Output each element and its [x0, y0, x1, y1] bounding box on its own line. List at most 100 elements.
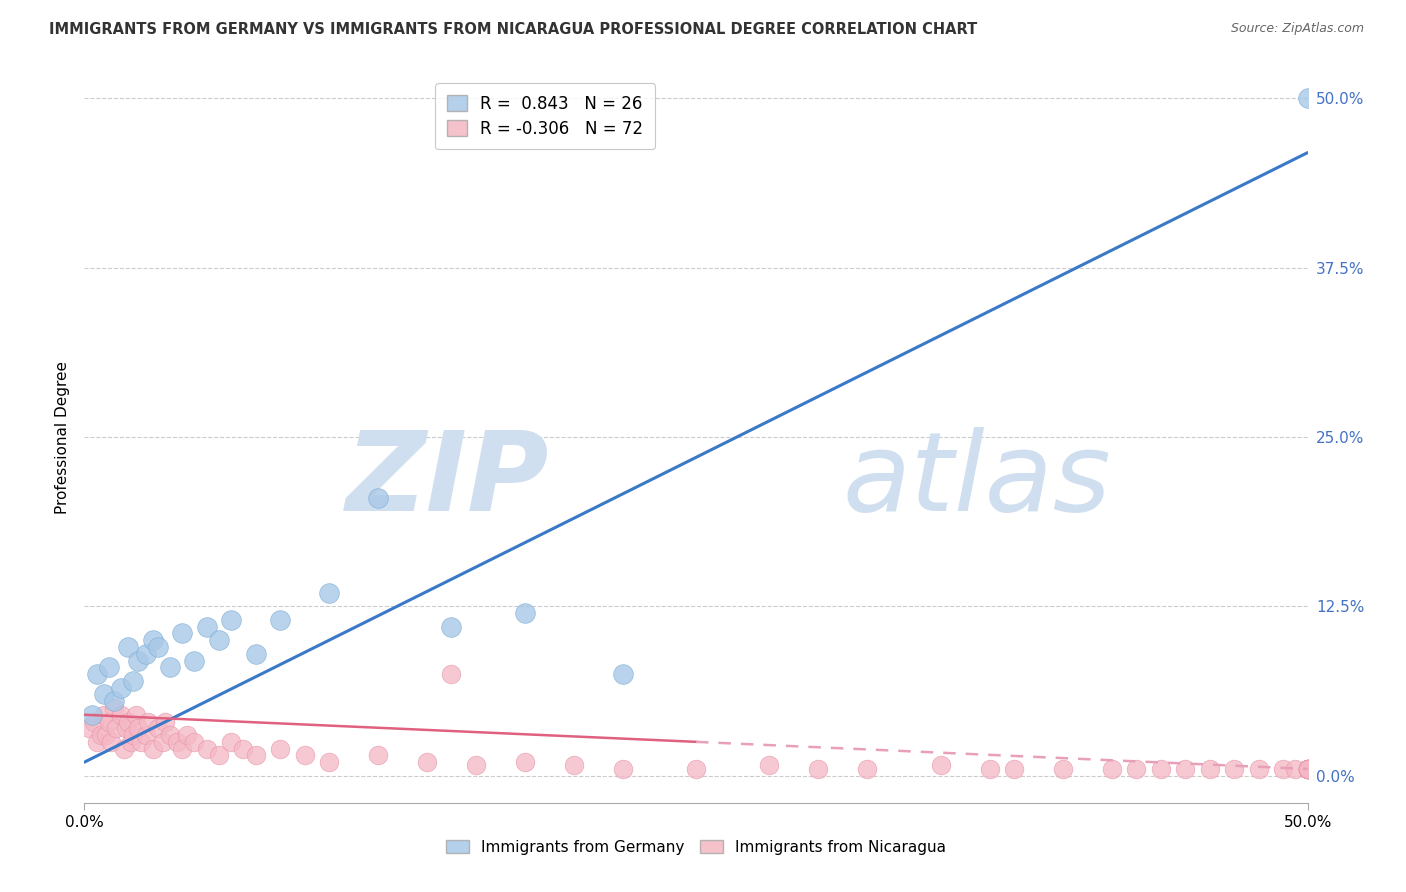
Point [135, 728, 157, 742]
Point [856, 762, 879, 776]
Point [125, 707, 148, 722]
Point [93, 688, 115, 702]
Point [1296, 762, 1319, 776]
Point [117, 714, 139, 729]
Point [117, 640, 139, 654]
Point [103, 701, 125, 715]
Point [183, 654, 205, 668]
Point [127, 721, 149, 735]
Point [440, 620, 463, 634]
Point [195, 741, 218, 756]
Text: atlas: atlas [842, 427, 1111, 534]
Point [294, 748, 316, 763]
Point [1174, 762, 1197, 776]
Point [159, 660, 181, 674]
Point [1198, 762, 1220, 776]
Point [1284, 762, 1306, 776]
Point [100, 735, 122, 749]
Point [513, 755, 536, 769]
Point [1296, 762, 1319, 776]
Text: ZIP: ZIP [346, 427, 550, 534]
Point [269, 613, 291, 627]
Point [159, 728, 181, 742]
Text: IMMIGRANTS FROM GERMANY VS IMMIGRANTS FROM NICARAGUA PROFESSIONAL DEGREE CORRELA: IMMIGRANTS FROM GERMANY VS IMMIGRANTS FR… [49, 22, 977, 37]
Point [219, 613, 242, 627]
Point [93, 707, 115, 722]
Point [1296, 762, 1319, 776]
Point [416, 755, 439, 769]
Point [129, 735, 152, 749]
Point [172, 741, 194, 756]
Point [86, 667, 108, 681]
Point [112, 741, 135, 756]
Legend: Immigrants from Germany, Immigrants from Nicaragua: Immigrants from Germany, Immigrants from… [440, 834, 952, 861]
Point [115, 721, 138, 735]
Point [110, 681, 132, 695]
Point [208, 748, 231, 763]
Point [269, 741, 291, 756]
Point [122, 673, 145, 688]
Point [612, 762, 634, 776]
Point [86, 735, 108, 749]
Point [103, 694, 125, 708]
Point [1296, 762, 1319, 776]
Point [219, 735, 242, 749]
Point [1247, 762, 1270, 776]
Point [612, 667, 634, 681]
Point [1223, 762, 1246, 776]
Text: Source: ZipAtlas.com: Source: ZipAtlas.com [1230, 22, 1364, 36]
Point [979, 762, 1001, 776]
Point [127, 654, 149, 668]
Point [142, 633, 165, 648]
Point [1296, 762, 1319, 776]
Point [146, 640, 169, 654]
Point [1296, 762, 1319, 776]
Point [807, 762, 830, 776]
Point [929, 757, 952, 772]
Point [367, 748, 389, 763]
Point [152, 735, 174, 749]
Point [1296, 762, 1319, 776]
Point [195, 620, 218, 634]
Point [97, 660, 120, 674]
Point [1296, 91, 1319, 105]
Point [105, 721, 128, 735]
Point [97, 714, 120, 729]
Point [176, 728, 198, 742]
Point [440, 667, 463, 681]
Point [513, 606, 536, 620]
Point [1150, 762, 1173, 776]
Point [136, 714, 159, 729]
Point [80, 707, 103, 722]
Point [122, 728, 145, 742]
Point [166, 735, 188, 749]
Point [318, 586, 340, 600]
Point [1296, 762, 1319, 776]
Point [245, 647, 267, 661]
Point [367, 491, 389, 505]
Point [153, 714, 176, 729]
Point [464, 757, 486, 772]
Point [1101, 762, 1123, 776]
Point [142, 741, 165, 756]
Point [172, 626, 194, 640]
Point [183, 735, 205, 749]
Point [245, 748, 267, 763]
Y-axis label: Professional Degree: Professional Degree [55, 360, 70, 514]
Point [77, 721, 100, 735]
Point [1052, 762, 1074, 776]
Point [208, 633, 231, 648]
Point [83, 714, 105, 729]
Point [90, 728, 112, 742]
Point [135, 647, 157, 661]
Point [685, 762, 707, 776]
Point [318, 755, 340, 769]
Point [110, 707, 132, 722]
Point [758, 757, 780, 772]
Point [120, 735, 142, 749]
Point [1125, 762, 1147, 776]
Point [1296, 762, 1319, 776]
Point [1002, 762, 1025, 776]
Point [1296, 762, 1319, 776]
Point [562, 757, 585, 772]
